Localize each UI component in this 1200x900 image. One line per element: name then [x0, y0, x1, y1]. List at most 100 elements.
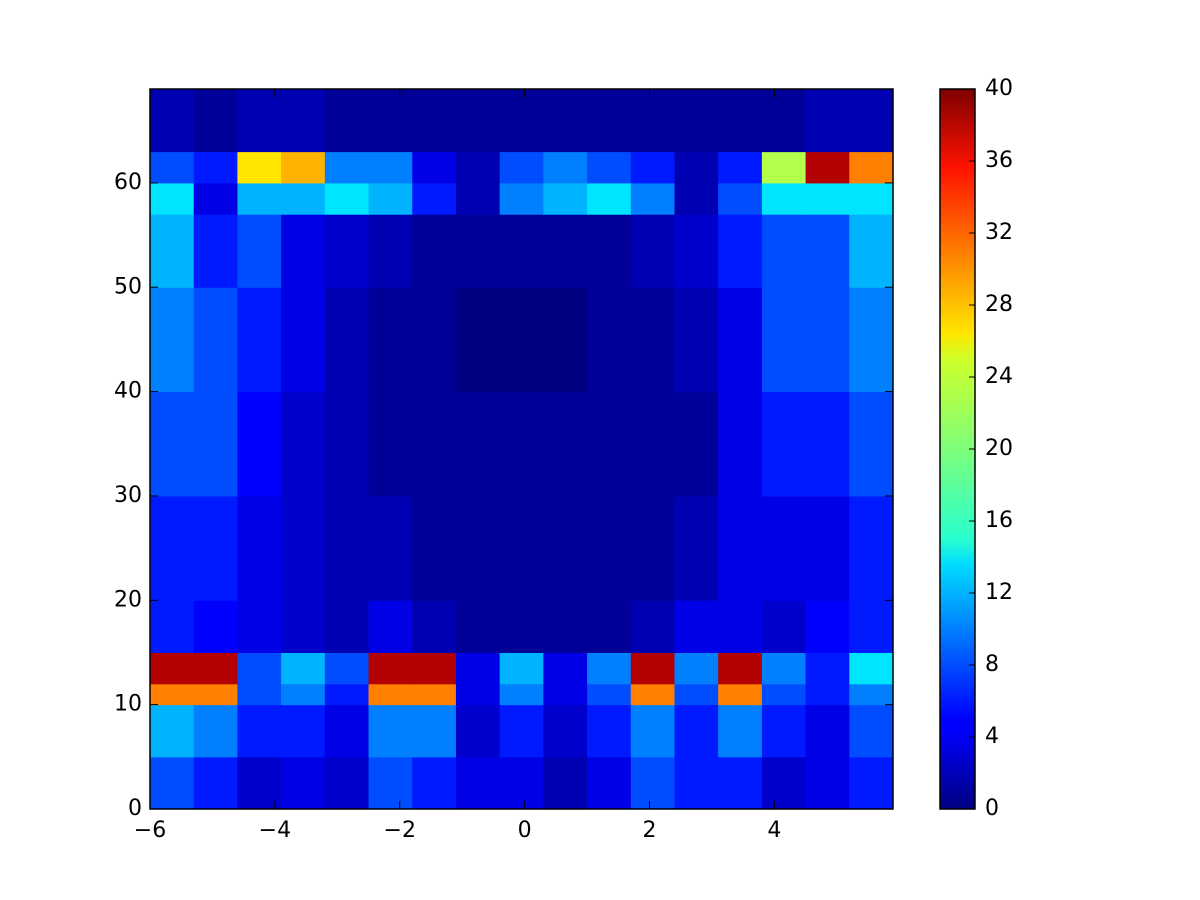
heatmap-cell — [455, 151, 501, 184]
heatmap-cell — [761, 391, 807, 497]
colorbar-tick-label: 24 — [985, 364, 1013, 389]
heatmap-cell — [455, 182, 501, 215]
heatmap-cell — [805, 391, 850, 497]
heatmap-cell — [849, 214, 894, 288]
heatmap-cell — [281, 214, 326, 288]
heatmap-cell — [412, 652, 457, 685]
heatmap-cell — [412, 683, 457, 706]
heatmap-cell — [368, 756, 413, 810]
heatmap-cell — [193, 495, 238, 601]
heatmap-cell — [805, 182, 850, 215]
colorbar-tick-label: 40 — [985, 76, 1013, 101]
heatmap-cell — [849, 704, 894, 758]
heatmap-cell — [630, 756, 675, 810]
heatmap-cell — [805, 600, 850, 653]
heatmap-cell — [805, 495, 850, 601]
heatmap-cell — [630, 683, 675, 706]
heatmap-cell — [587, 287, 632, 393]
heatmap-cell — [368, 495, 413, 601]
heatmap-cell — [630, 704, 675, 758]
heatmap-cell — [412, 214, 457, 288]
heatmap-cell — [368, 683, 413, 706]
heatmap-cell — [674, 756, 719, 810]
heatmap-cell — [368, 600, 413, 653]
heatmap-cell — [587, 600, 632, 653]
heatmap-cell — [718, 683, 763, 706]
heatmap-cell — [587, 391, 632, 497]
heatmap-cell — [193, 214, 238, 288]
heatmap-cell — [499, 151, 544, 184]
heatmap-cell — [237, 214, 282, 288]
heatmap-cell — [368, 214, 413, 288]
heatmap-cell — [412, 756, 457, 810]
heatmap-cell — [324, 495, 370, 601]
heatmap-cell — [587, 704, 632, 758]
heatmap-cell — [849, 391, 894, 497]
heatmap-cell — [718, 495, 763, 601]
heatmap-cell — [718, 652, 763, 685]
heatmap-cell — [150, 287, 195, 393]
heatmap-cell — [761, 182, 807, 215]
heatmap-cell — [849, 89, 894, 153]
x-tick-label: −2 — [384, 818, 416, 843]
heatmap-cell — [718, 704, 763, 758]
heatmap-cell — [543, 182, 588, 215]
heatmap-cell — [543, 287, 588, 393]
heatmap-cell — [281, 683, 326, 706]
heatmap-cell — [718, 89, 763, 153]
heatmap-cell — [543, 214, 588, 288]
x-tick-label: −4 — [259, 818, 291, 843]
heatmap-cell — [543, 652, 588, 685]
heatmap-cell — [412, 391, 457, 497]
heatmap-cell — [587, 495, 632, 601]
heatmap-cell — [805, 214, 850, 288]
heatmap-cell — [412, 287, 457, 393]
heatmap-cell — [281, 182, 326, 215]
colorbar-tick-label: 4 — [985, 724, 999, 749]
heatmap-cell — [150, 704, 195, 758]
heatmap-cell — [630, 600, 675, 653]
heatmap-cell — [499, 756, 544, 810]
heatmap-cell — [805, 704, 850, 758]
x-tick-label: 0 — [518, 818, 532, 843]
heatmap-cell — [150, 89, 195, 153]
heatmap-cell — [324, 704, 370, 758]
heatmap-cell — [455, 683, 501, 706]
heatmap-cell — [674, 151, 719, 184]
heatmap-cell — [455, 756, 501, 810]
colorbar-tick-label: 8 — [985, 652, 999, 677]
heatmap-cell — [193, 391, 238, 497]
heatmap-cell — [761, 214, 807, 288]
heatmap-cell — [455, 391, 501, 497]
heatmap-cell — [543, 495, 588, 601]
plot-frame — [149, 88, 894, 810]
heatmap-cell — [455, 600, 501, 653]
heatmap-cell — [674, 652, 719, 685]
heatmap-cell — [761, 756, 807, 810]
heatmap-cell — [455, 495, 501, 601]
heatmap-cell — [237, 391, 282, 497]
heatmap-cell — [718, 182, 763, 215]
heatmap-cell — [499, 214, 544, 288]
heatmap-cell — [193, 89, 238, 153]
heatmap-cell — [324, 756, 370, 810]
heatmap-cell — [587, 214, 632, 288]
heatmap-cell — [281, 391, 326, 497]
colorbar-tick-label: 16 — [985, 508, 1013, 533]
heatmap-cell — [193, 683, 238, 706]
heatmap-cell — [630, 495, 675, 601]
heatmap-cell — [324, 214, 370, 288]
heatmap-cell — [368, 704, 413, 758]
heatmap-cell — [499, 600, 544, 653]
y-tick-label: 40 — [114, 379, 142, 404]
heatmap-cell — [237, 495, 282, 601]
heatmap-cell — [761, 704, 807, 758]
heatmap-cell — [805, 652, 850, 685]
heatmap-cell — [324, 391, 370, 497]
heatmap-cell — [543, 89, 588, 153]
heatmap-cell — [324, 287, 370, 393]
heatmap-cell — [193, 704, 238, 758]
heatmap-cell — [761, 652, 807, 685]
heatmap-cell — [281, 151, 326, 184]
heatmap-cell — [761, 287, 807, 393]
